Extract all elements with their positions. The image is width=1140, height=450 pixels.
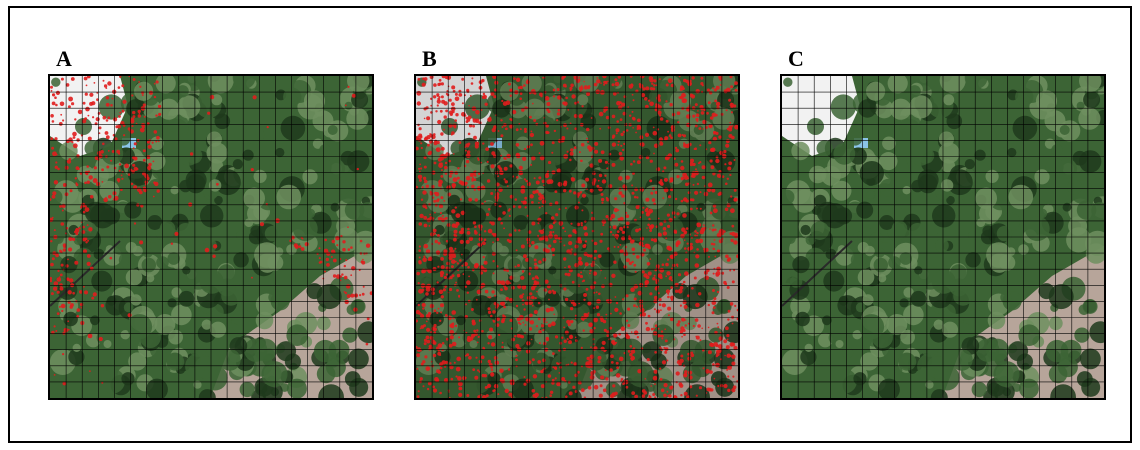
- road: [50, 240, 121, 307]
- panel-b: B: [414, 48, 744, 400]
- sampling-grid: [782, 76, 1104, 398]
- sampling-grid: [50, 76, 372, 398]
- panel-c: C: [780, 48, 1110, 400]
- sampling-grid: [416, 76, 738, 398]
- aerial-image-c: [780, 74, 1106, 400]
- pool: [488, 138, 502, 148]
- panel-label-a: A: [56, 46, 72, 71]
- panel-label-c: C: [788, 46, 804, 71]
- pool: [854, 138, 868, 148]
- panel-label-b: B: [422, 46, 437, 71]
- aerial-image-a: [48, 74, 374, 400]
- pool: [122, 138, 136, 148]
- panel-a: A: [48, 48, 378, 400]
- aerial-image-b: [414, 74, 740, 400]
- aerial-image-c-canvas: [782, 76, 1104, 398]
- aerial-image-b-canvas: [416, 76, 738, 398]
- aerial-image-a-canvas: [50, 76, 372, 398]
- figure-frame: A B C: [8, 6, 1132, 443]
- road: [782, 240, 853, 307]
